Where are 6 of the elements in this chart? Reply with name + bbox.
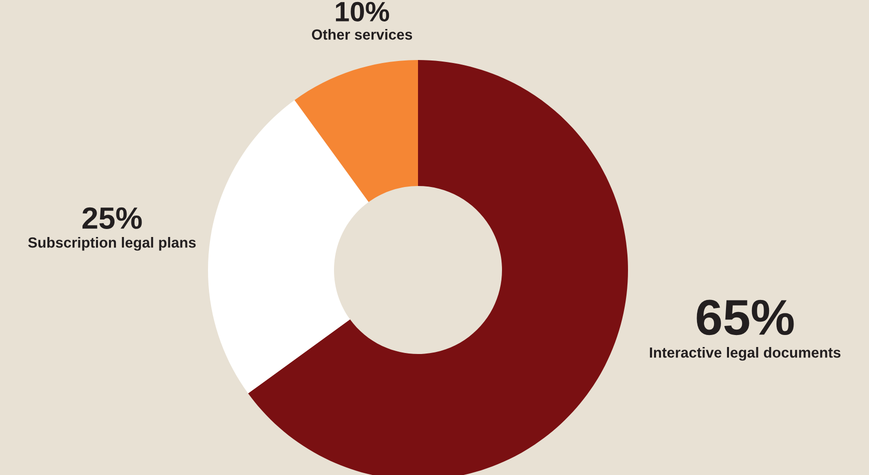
data-label: 10%	[336, 2, 390, 22]
slice-label: Other services	[312, 29, 412, 40]
data-label: 25%	[82, 207, 142, 229]
slice-label: Interactive legal documents	[650, 347, 840, 361]
data-label: 65%	[696, 300, 794, 336]
slice-label: Subscription legal plans	[28, 237, 196, 251]
